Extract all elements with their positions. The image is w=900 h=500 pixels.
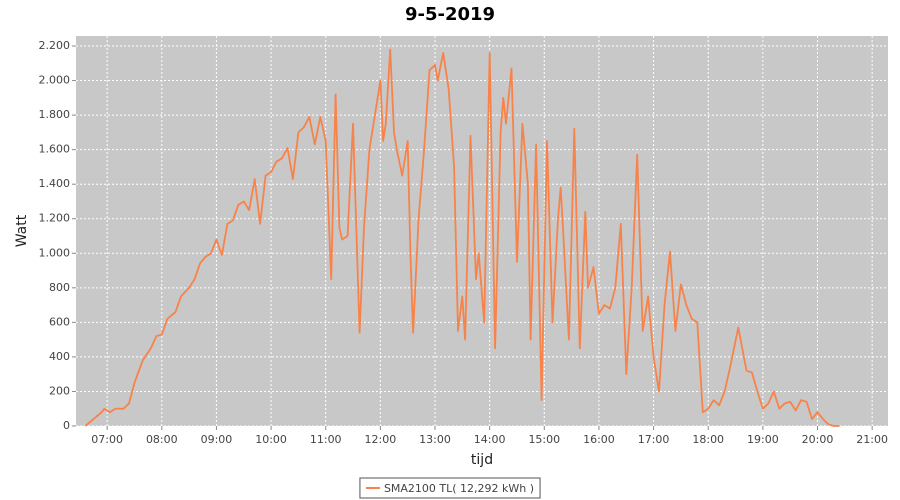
x-tick-label: 17:00 (638, 433, 670, 446)
x-tick-label: 18:00 (692, 433, 724, 446)
legend-box (359, 477, 541, 499)
y-axis-label: Watt (14, 214, 30, 247)
x-axis-label: tijd (471, 452, 493, 468)
x-tick-label: 12:00 (365, 433, 397, 446)
y-tick-label: 1.000 (39, 246, 71, 259)
marks (84, 48, 840, 427)
y-tick-label: 0 (63, 419, 70, 432)
legend-label: SMA2100 TL( 12,292 kWh ) (384, 482, 534, 495)
y-tick-label: 600 (49, 315, 70, 328)
x-tick-label: 16:00 (583, 433, 615, 446)
x-tick-label: 09:00 (201, 433, 233, 446)
x-tick-label: 19:00 (747, 433, 779, 446)
y-tick-label: 200 (49, 384, 70, 397)
x-tick-label: 10:00 (255, 433, 287, 446)
y-tick-label: 800 (49, 281, 70, 294)
series-line (84, 48, 840, 427)
x-tick-label: 11:00 (310, 433, 342, 446)
y-tick-label: 1.400 (39, 177, 71, 190)
chart-title: 9-5-2019 (405, 4, 495, 25)
y-tick-label: 400 (49, 350, 70, 363)
x-tick-label: 07:00 (91, 433, 123, 446)
grid: 0 200 400 600 800 1.000 1.200 1.400 1.600 1.800 2.… (39, 36, 888, 446)
x-tick-label: 20:00 (802, 433, 834, 446)
y-tick-label: 1.800 (39, 108, 71, 121)
x-tick-label: 13:00 (419, 433, 451, 446)
x-tick-label: 21:00 (856, 433, 888, 446)
y-tick-label: 2.000 (39, 74, 71, 87)
legend: SMA2100 TL( 12,292 kWh ) (359, 477, 541, 499)
x-tick-label: 08:00 (146, 433, 178, 446)
plot-area (76, 36, 888, 426)
y-tick-label: 1.200 (39, 212, 71, 225)
x-tick-label: 14:00 (474, 433, 506, 446)
x-tick-label: 15:00 (528, 433, 560, 446)
y-tick-label: 2.200 (39, 39, 71, 52)
y-tick-label: 1.600 (39, 143, 71, 156)
